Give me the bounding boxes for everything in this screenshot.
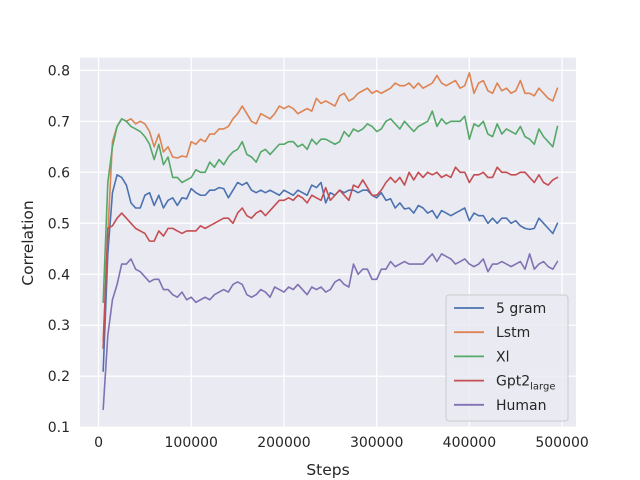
y-tick-label: 0.7 [48, 114, 70, 130]
y-tick-label: 0.6 [48, 165, 70, 181]
y-tick-label: 0.1 [48, 420, 70, 436]
legend-box [445, 294, 569, 422]
series-line-5-gram [102, 174, 559, 372]
legend-label-xl: Xl [496, 349, 509, 365]
x-tick-label: 200000 [257, 435, 310, 451]
series-line-gpt2 [102, 166, 559, 349]
y-tick-label: 0.5 [48, 216, 70, 232]
x-tick-label: 100000 [165, 435, 218, 451]
x-axis-ticks: 0 100000 200000 300000 400000 500000 [94, 435, 589, 451]
x-tick-label: 0 [94, 435, 103, 451]
y-axis-label: Correlation [19, 200, 37, 285]
series-line-lstm [102, 72, 559, 342]
x-tick-label: 400000 [443, 435, 496, 451]
legend-label-lstm: Lstm [496, 325, 530, 341]
x-tick-label: 300000 [350, 435, 403, 451]
legend-label-5-gram: 5 gram [496, 301, 546, 317]
y-tick-label: 0.4 [48, 267, 70, 283]
y-tick-label: 0.3 [48, 318, 70, 334]
series-layer [102, 72, 559, 411]
series-line-human [102, 253, 559, 411]
x-tick-label: 500000 [535, 435, 588, 451]
y-axis-ticks: 0.1 0.2 0.3 0.4 0.5 0.6 0.7 0.8 [48, 63, 70, 436]
x-axis-label: Steps [306, 461, 349, 479]
series-line-xl [102, 110, 559, 304]
legend-label-human: Human [496, 398, 547, 414]
y-tick-label: 0.2 [48, 369, 70, 385]
y-tick-label: 0.8 [48, 63, 70, 79]
